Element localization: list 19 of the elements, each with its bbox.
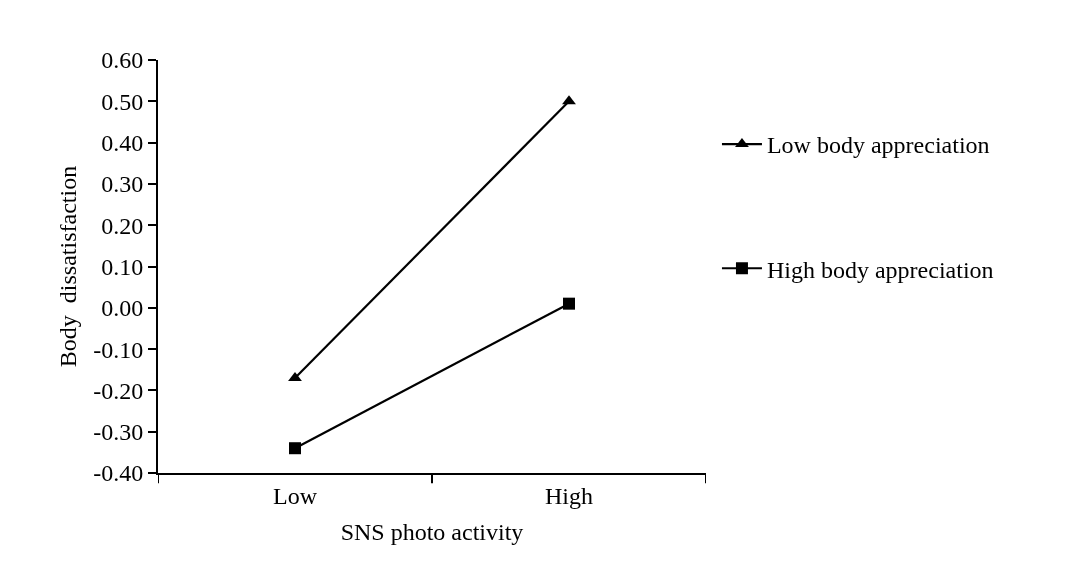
- legend-label: High body appreciation: [766, 256, 994, 283]
- point: [289, 442, 301, 455]
- y-tick-label: 0.60: [101, 47, 144, 74]
- y-tick-label: -0.30: [93, 419, 144, 446]
- y-tick-label: -0.20: [93, 377, 144, 404]
- y-axis-title: Body dissatisfaction: [54, 165, 81, 368]
- y-tick-label: -0.40: [93, 460, 144, 487]
- x-tick-label: High: [545, 482, 593, 509]
- y-tick-label: 0.20: [101, 212, 144, 239]
- y-tick-label: 0.10: [101, 253, 144, 280]
- y-tick-label: -0.10: [93, 336, 144, 363]
- x-axis-title: SNS photo activity: [340, 518, 524, 545]
- point: [563, 297, 575, 310]
- y-tick-label: 0.00: [101, 295, 144, 322]
- y-tick-label: 0.50: [101, 88, 144, 115]
- x-tick-label: Low: [273, 482, 318, 509]
- y-tick-label: 0.40: [101, 130, 144, 156]
- legend-label: Low body appreciation: [766, 132, 990, 159]
- y-tick-label: 0.30: [101, 171, 144, 198]
